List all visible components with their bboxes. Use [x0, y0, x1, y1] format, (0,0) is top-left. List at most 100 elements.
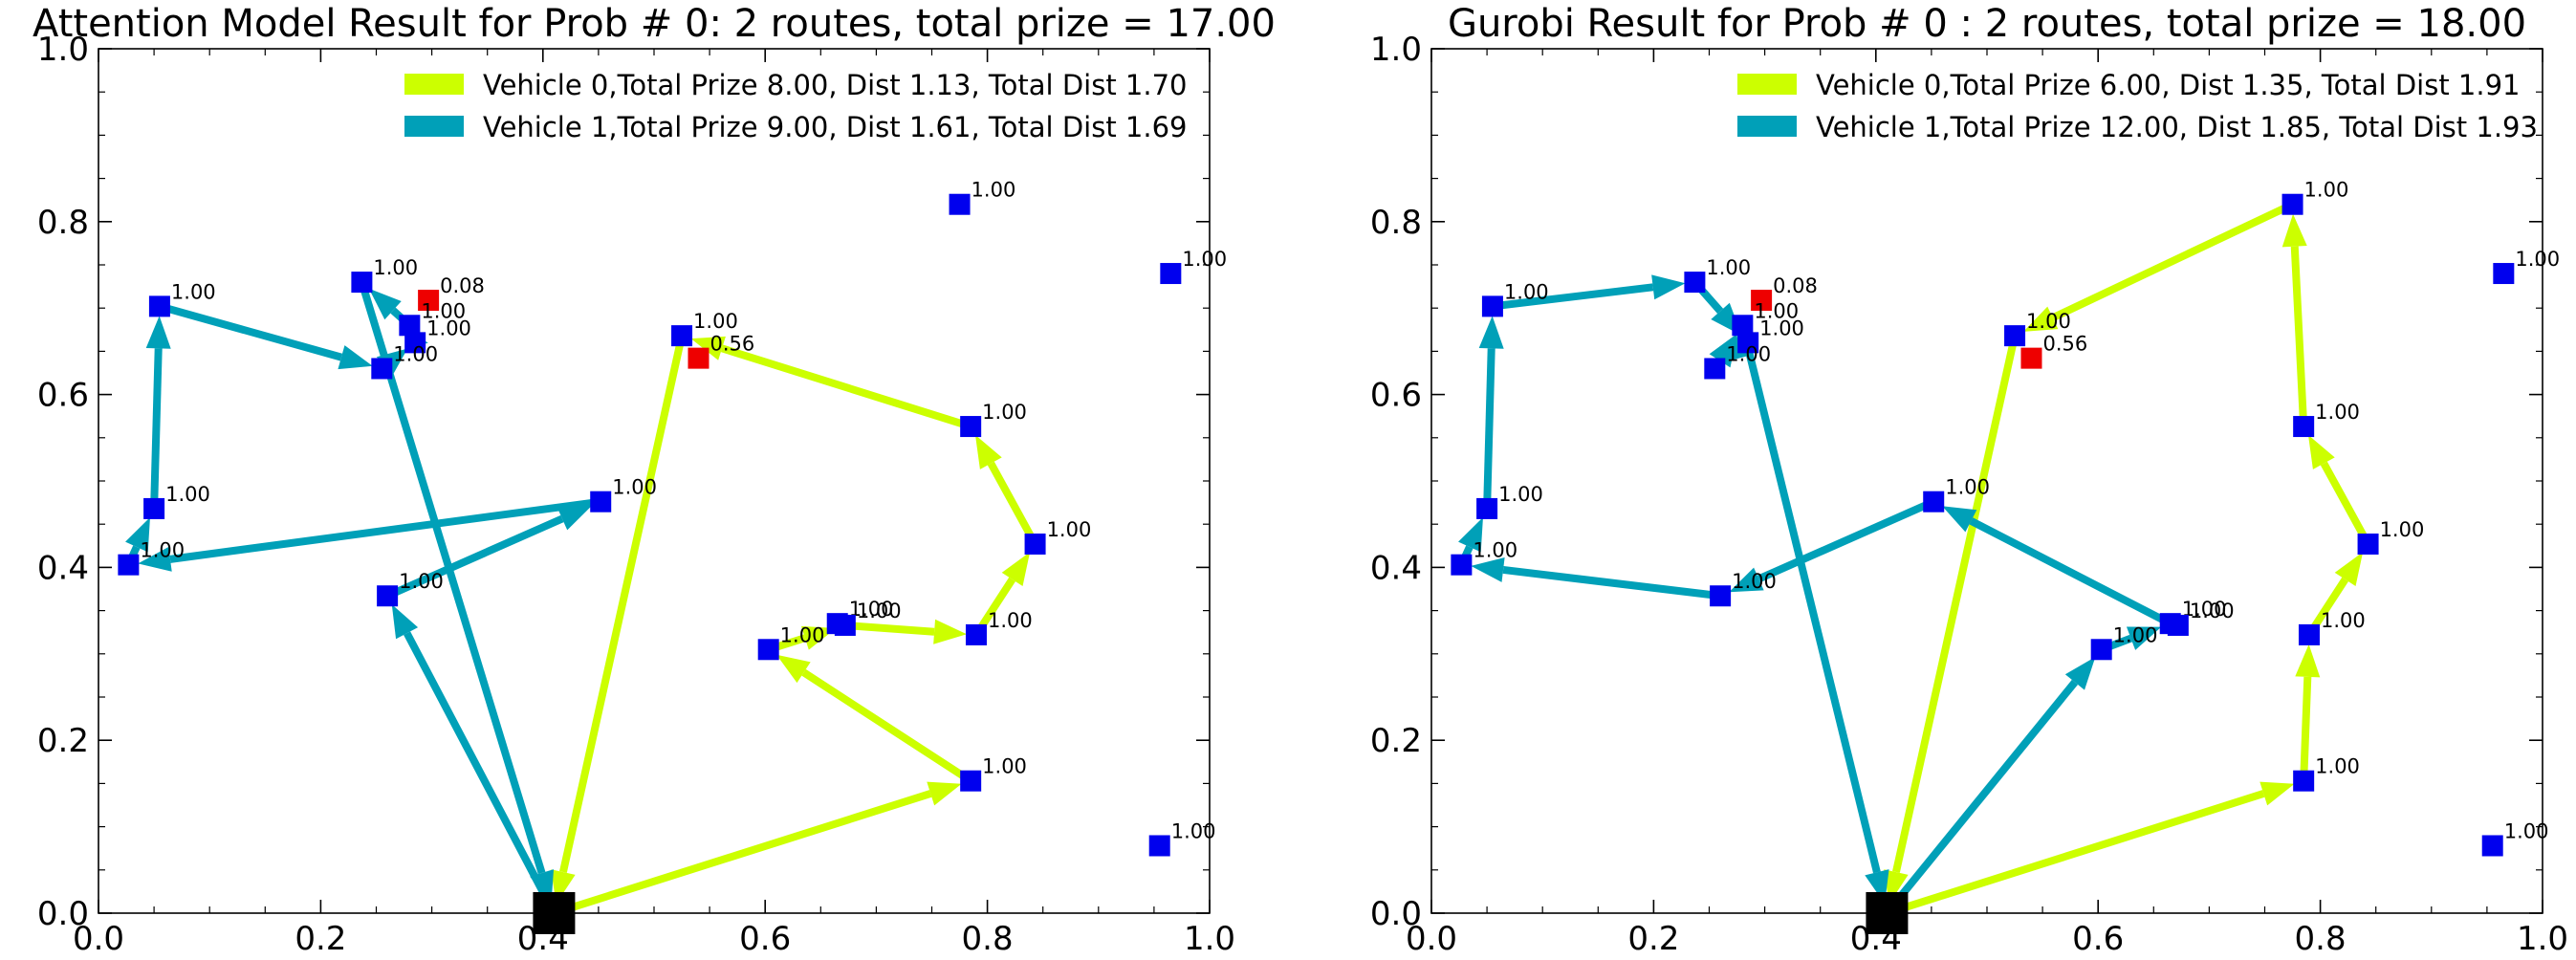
- node-marker: [1704, 358, 1726, 380]
- y-tick-label: 0.0: [1370, 895, 1422, 933]
- y-tick-label: 0.2: [1370, 722, 1422, 760]
- y-tick-label: 0.4: [37, 549, 89, 587]
- route-segment: [2051, 201, 2295, 321]
- node-marker: [2493, 263, 2515, 285]
- node-prize-label: 1.00: [693, 310, 738, 333]
- x-tick-label: 0.0: [73, 920, 124, 958]
- node-marker: [2298, 623, 2320, 645]
- route-arrowhead: [2334, 552, 2364, 586]
- node-prize-label: 0.08: [1773, 274, 1818, 297]
- node-marker: [418, 290, 440, 312]
- route-segment: [1738, 324, 1881, 874]
- route-segment: [801, 668, 973, 785]
- legend-swatch: [404, 74, 464, 95]
- node-prize-label: 1.00: [1726, 342, 1771, 365]
- node-prize-label: 0.56: [2042, 333, 2087, 356]
- route-arrowhead: [125, 517, 150, 553]
- node-prize-label: 1.00: [2190, 600, 2235, 622]
- node-marker: [2481, 835, 2503, 857]
- node-prize-label: 1.00: [140, 539, 185, 562]
- route-segment: [987, 461, 1039, 546]
- node-marker: [2090, 639, 2112, 661]
- node-prize-label: 1.00: [2026, 310, 2071, 333]
- y-tick-label: 1.0: [37, 31, 89, 69]
- node-prize-label: 1.00: [1732, 570, 1777, 593]
- node-prize-label: 1.00: [2315, 401, 2360, 424]
- y-tick-label: 0.2: [37, 722, 89, 760]
- route-arrowhead: [2281, 213, 2307, 248]
- node-marker: [1481, 295, 1503, 317]
- route-segment: [1483, 348, 1495, 510]
- route-segment: [150, 348, 163, 510]
- node-prize-label: 1.00: [2113, 623, 2158, 646]
- route-arrowhead: [138, 546, 172, 572]
- node-prize-label: 1.00: [421, 299, 466, 322]
- node-prize-label: 1.00: [393, 342, 438, 365]
- node-marker: [834, 614, 856, 636]
- x-tick-label: 1.0: [1184, 920, 1235, 958]
- node-prize-label: 1.00: [612, 476, 657, 499]
- node-marker: [1024, 533, 1046, 555]
- node-marker: [2167, 614, 2189, 636]
- route-arrowhead: [2295, 644, 2321, 678]
- node-prize-label: 1.00: [1171, 819, 1216, 842]
- node-prize-label: 1.00: [1759, 316, 1804, 339]
- legend-label: Vehicle 1,Total Prize 12.00, Dist 1.85, …: [1816, 111, 2538, 143]
- node-marker: [2281, 193, 2303, 215]
- node-marker: [671, 325, 693, 347]
- route-segment: [404, 631, 557, 915]
- node-marker: [351, 272, 373, 294]
- node-prize-label: 1.00: [982, 755, 1027, 778]
- node-marker: [960, 770, 982, 792]
- route-arrowhead: [2259, 781, 2295, 806]
- node-prize-label: 1.00: [1754, 299, 1799, 322]
- node-prize-label: 1.00: [2380, 518, 2425, 541]
- route-arrowhead: [1651, 274, 1686, 300]
- node-prize-label: 1.00: [2315, 755, 2360, 778]
- node-prize-label: 1.00: [2182, 598, 2227, 621]
- route-arrowhead: [1729, 567, 1764, 593]
- node-prize-label: 1.00: [2304, 179, 2349, 202]
- node-marker: [371, 358, 393, 380]
- node-marker: [377, 585, 399, 607]
- x-tick-label: 0.6: [739, 920, 791, 958]
- node-marker: [2293, 416, 2315, 438]
- node-prize-label: 1.00: [2504, 819, 2549, 842]
- x-tick-label: 0.2: [295, 920, 346, 958]
- legend-swatch: [1737, 74, 1797, 95]
- route-arrowhead: [1942, 506, 1977, 533]
- node-prize-label: 1.00: [1182, 248, 1227, 271]
- node-prize-label: 1.00: [1504, 280, 1549, 303]
- node-prize-label: 1.00: [988, 609, 1033, 632]
- node-marker: [960, 416, 982, 438]
- node-marker: [590, 491, 612, 513]
- node-marker: [1737, 332, 1759, 354]
- route-arrowhead: [368, 288, 402, 320]
- x-tick-label: 0.2: [1627, 920, 1679, 958]
- node-marker: [757, 639, 779, 661]
- route-arrowhead: [2307, 434, 2335, 469]
- node-marker: [2357, 533, 2379, 555]
- x-tick-label: 0.8: [962, 920, 1014, 958]
- node-marker: [965, 623, 987, 645]
- route-segment: [844, 621, 935, 636]
- x-tick-label: 0.6: [2072, 920, 2124, 958]
- route-arrowhead: [927, 781, 962, 806]
- route-segment: [559, 335, 686, 873]
- route-segment: [1884, 679, 2079, 916]
- node-marker: [1148, 835, 1170, 857]
- node-prize-label: 1.00: [780, 623, 825, 646]
- node-marker: [949, 193, 971, 215]
- y-tick-label: 0.8: [37, 204, 89, 242]
- route-arrowhead: [338, 345, 373, 370]
- route-arrowhead: [391, 604, 419, 640]
- node-marker: [148, 295, 170, 317]
- node-prize-label: 1.00: [2515, 248, 2560, 271]
- node-marker: [1684, 272, 1706, 294]
- x-tick-label: 0.0: [1406, 920, 1457, 958]
- gurobi-panel: Gurobi Result for Prob # 0 : 2 routes, t…: [1370, 2, 2568, 958]
- route-segment: [169, 497, 601, 563]
- y-tick-label: 1.0: [1370, 31, 1422, 69]
- node-prize-label: 1.00: [373, 256, 418, 279]
- y-tick-label: 0.4: [1370, 549, 1422, 587]
